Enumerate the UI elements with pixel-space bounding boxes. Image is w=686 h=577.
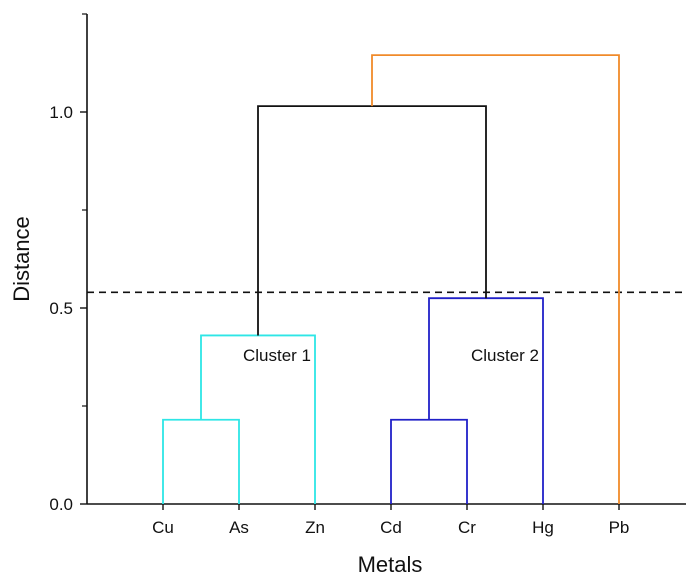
y-tick-label: 0.5 [49,299,73,318]
cluster-label-1: Cluster 1 [243,346,311,365]
leaf-label-cd: Cd [380,518,402,537]
leaf-label-cu: Cu [152,518,174,537]
dendrogram-links [162,54,620,504]
leaf-label-hg: Hg [532,518,554,537]
leaf-label-pb: Pb [609,518,630,537]
leaf-label-zn: Zn [305,518,325,537]
axes [86,14,686,505]
y-tick-label: 1.0 [49,103,73,122]
leaf-label-as: As [229,518,249,537]
y-ticks: 0.0 0.5 1.0 [49,13,87,514]
annotations: Cluster 1 Cluster 2 [243,346,539,365]
link-cu-as [162,418,240,504]
y-axis-title: Distance [9,216,34,302]
x-ticks: Cu As Zn Cd Cr Hg Pb [152,504,629,537]
y-tick-label: 0.0 [49,495,73,514]
x-axis-title: Metals [358,552,423,577]
link-all-pb [371,54,620,504]
cluster-label-2: Cluster 2 [471,346,539,365]
link-cdcr-hg [428,297,544,504]
link-cd-cr [390,418,468,504]
link-c1-c2 [257,105,487,336]
leaf-label-cr: Cr [458,518,476,537]
